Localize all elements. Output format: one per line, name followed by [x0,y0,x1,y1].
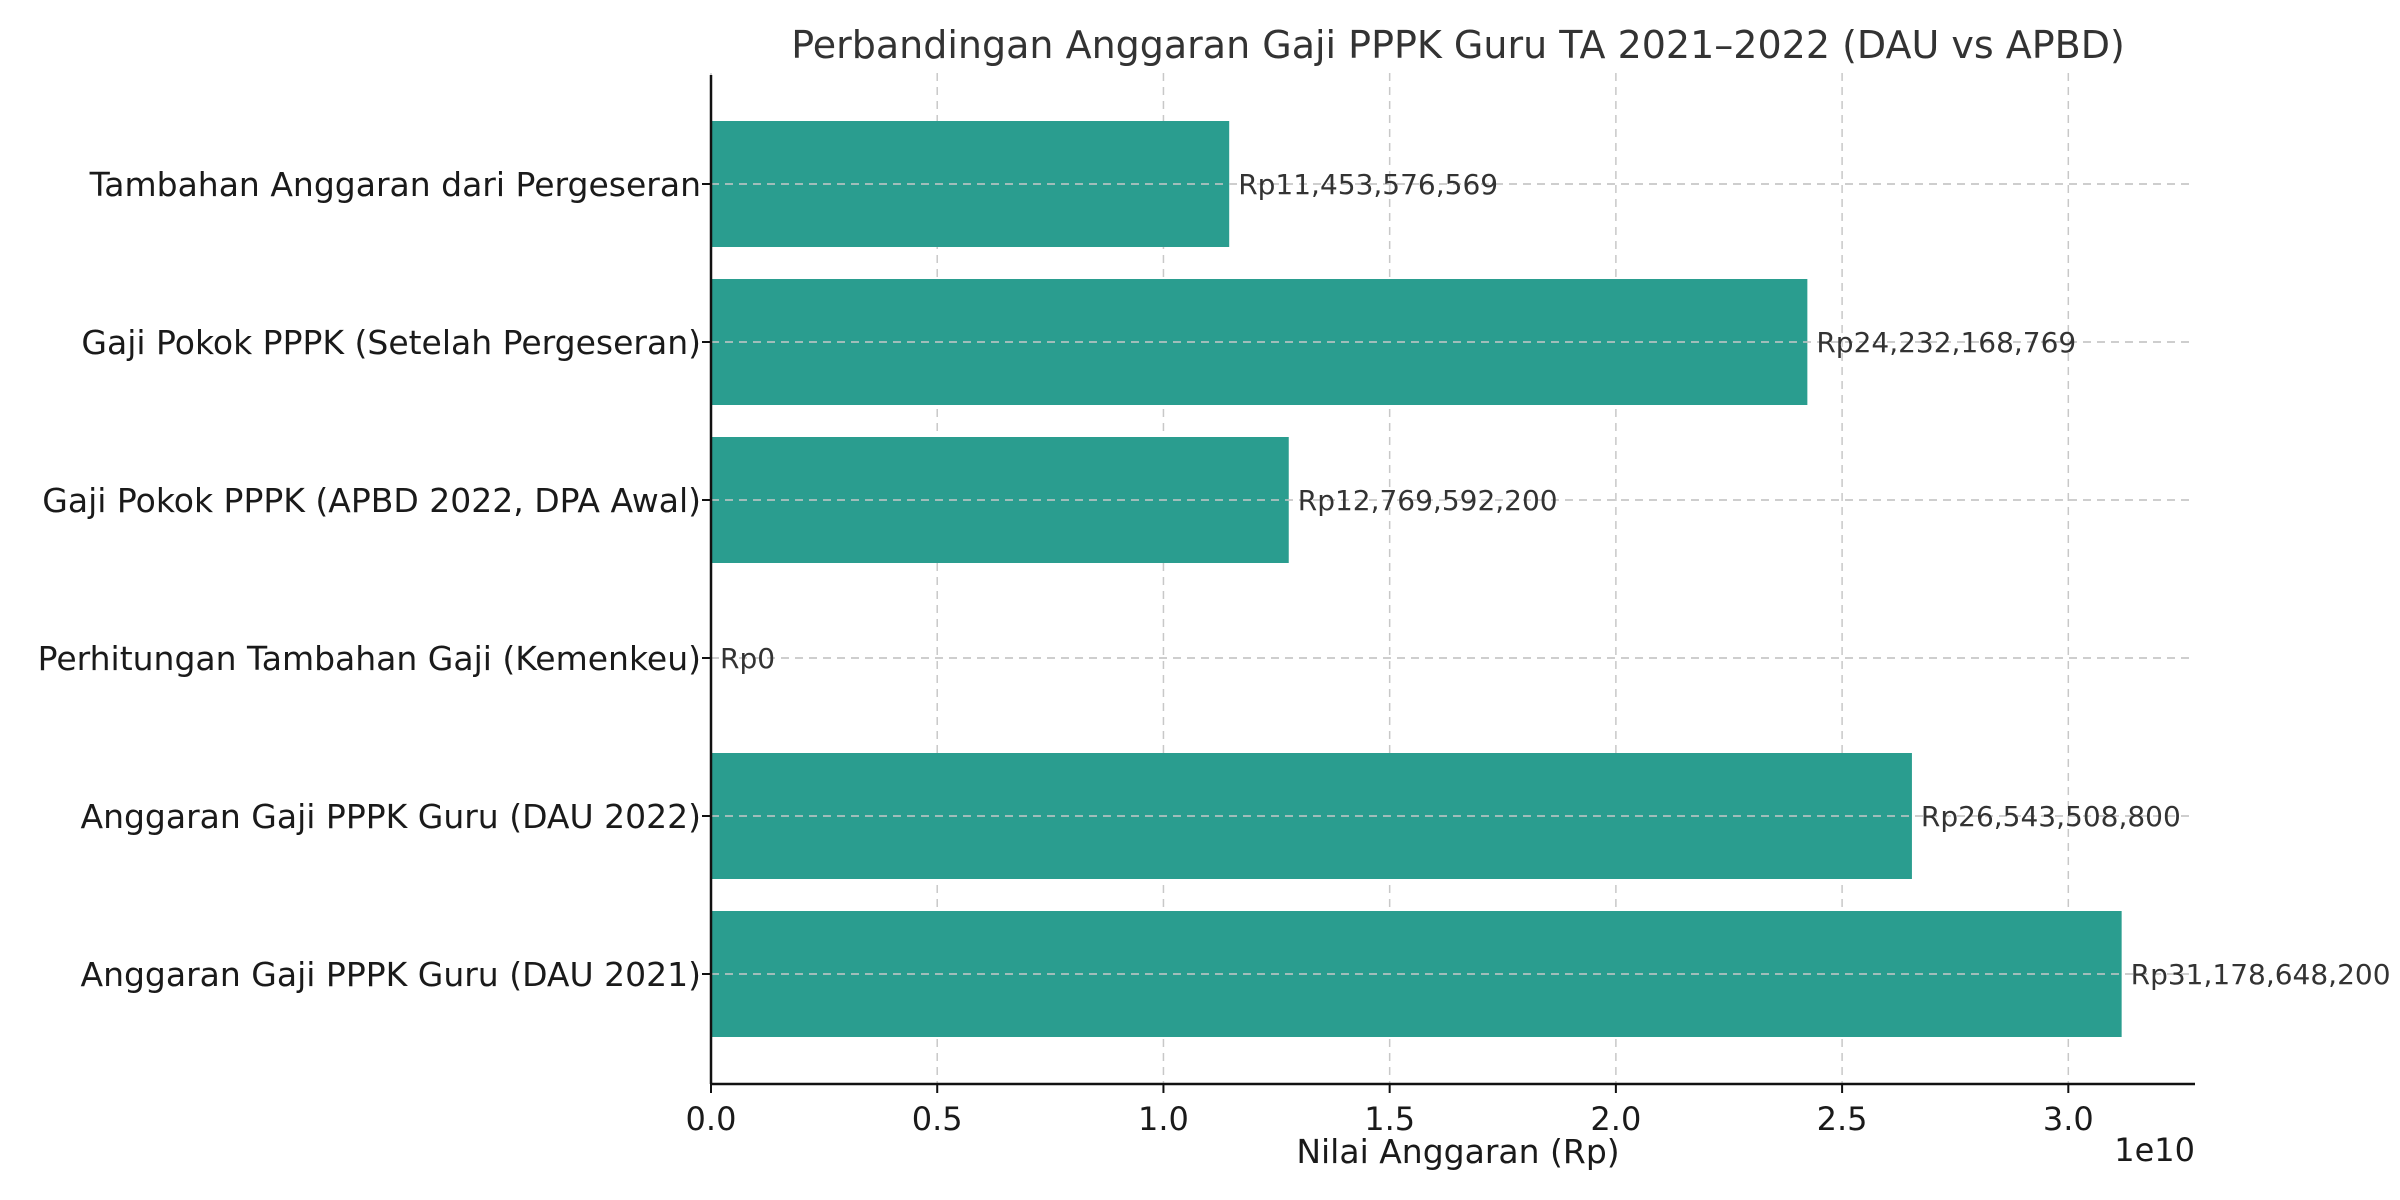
x-tick-label: 0.5 [912,1100,963,1138]
x-tick-label: 2.0 [1590,1100,1641,1138]
labels-layer: 0.0 0.5 1.0 1.5 2.0 2.5 3.0 Anggaran Gaji PPPK … [38,165,2391,1138]
bar-value-label: Rp24,232,168,769 [1816,326,2076,359]
category-label: Gaji Pokok PPPK (APBD 2022, DPA Awal) [42,481,701,520]
bar-value-label: Rp31,178,648,200 [2131,958,2391,991]
category-label: Perhitungan Tambahan Gaji (Kemenkeu) [38,639,701,678]
x-tick-label: 3.0 [2043,1100,2094,1138]
bar-value-label: Rp11,453,576,569 [1238,168,1498,201]
category-label: Tambahan Anggaran dari Pergeseran [89,165,701,204]
chart-title: Perbandingan Anggaran Gaji PPPK Guru TA … [791,23,2125,67]
x-tick-label: 1.5 [1364,1100,1415,1138]
category-label: Gaji Pokok PPPK (Setelah Pergeseran) [81,323,701,362]
bar-value-label: Rp12,769,592,200 [1298,484,1558,517]
bar-value-label: Rp0 [720,642,775,675]
x-tick-label: 2.5 [1817,1100,1868,1138]
axes-layer [702,75,2195,1093]
category-label: Anggaran Gaji PPPK Guru (DAU 2021) [81,955,702,994]
x-axis-offset-label: 1e10 [2114,1131,2195,1169]
x-tick-label: 1.0 [1138,1100,1189,1138]
bar [711,753,1912,879]
category-label: Anggaran Gaji PPPK Guru (DAU 2022) [81,797,702,836]
x-axis-label: Nilai Anggaran (Rp) [1296,1132,1619,1171]
bar-value-label: Rp26,543,508,800 [1921,800,2181,833]
bars-layer [711,121,2195,1037]
x-tick-label: 0.0 [686,1100,737,1138]
